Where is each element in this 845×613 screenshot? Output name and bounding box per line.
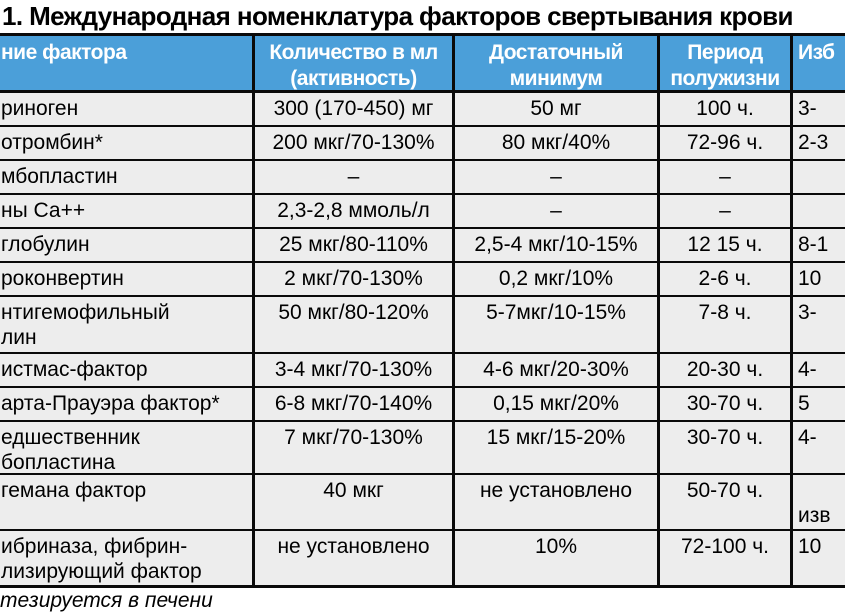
factor-name-cell: гемана фактор <box>0 475 255 531</box>
excess-cell <box>793 195 845 229</box>
header-halflife: Период полужизни <box>660 36 793 93</box>
factor-name-cell: едшественник бопластина <box>0 422 255 475</box>
halflife-cell: 20-30 ч. <box>660 354 793 388</box>
excess-cell: 3- <box>793 297 845 354</box>
table-row: отромбин* 200 мкг/70-130% 80 мкг/40% 72-96 … <box>0 127 845 161</box>
excess-cell: 4- <box>793 422 845 475</box>
table-row: гемана фактор 40 мкг не установлено 50-70 ч… <box>0 475 845 531</box>
amount-cell: 25 мкг/80-110% <box>255 229 455 263</box>
minimum-cell: – <box>455 195 660 229</box>
halflife-cell: 12 15 ч. <box>660 229 793 263</box>
minimum-cell: 0,2 мкг/10% <box>455 263 660 297</box>
minimum-cell: 10% <box>455 531 660 588</box>
table-header-row: ние фактора Количество в мл (активность)… <box>0 36 845 93</box>
halflife-cell: 100 ч. <box>660 93 793 127</box>
table-body: риноген 300 (170-450) мг 50 мг 100 ч. 3- отро… <box>0 93 845 588</box>
amount-cell: 2,3-2,8 ммоль/л <box>255 195 455 229</box>
factor-name-cell: ибриназа, фибрин- лизирующий фактор <box>0 531 255 588</box>
minimum-cell: 15 мкг/15-20% <box>455 422 660 475</box>
amount-cell: 2 мкг/70-130% <box>255 263 455 297</box>
clotting-factors-table: ние фактора Количество в мл (активность)… <box>0 33 845 588</box>
footnote: тезируется в печени <box>0 589 213 612</box>
excess-cell: 5 <box>793 388 845 422</box>
halflife-cell: 2-6 ч. <box>660 263 793 297</box>
table-row: арта-Прауэра фактор* 6-8 мкг/70-140% 0,15 … <box>0 388 845 422</box>
excess-cell: 8-1 <box>793 229 845 263</box>
factor-name-cell: ны Са++ <box>0 195 255 229</box>
table-row: ибриназа, фибрин- лизирующий фактор не ус… <box>0 531 845 588</box>
factor-name-cell: роконвертин <box>0 263 255 297</box>
halflife-cell: 30-70 ч. <box>660 388 793 422</box>
halflife-cell: 7-8 ч. <box>660 297 793 354</box>
minimum-cell: 2,5-4 мкг/10-15% <box>455 229 660 263</box>
factor-name-cell: глобулин <box>0 229 255 263</box>
excess-cell: 3- <box>793 93 845 127</box>
header-factor-name: ние фактора <box>0 36 255 93</box>
header-minimum: Достаточный минимум <box>455 36 660 93</box>
excess-cell: 4- <box>793 354 845 388</box>
amount-cell: 3-4 мкг/70-130% <box>255 354 455 388</box>
halflife-cell: – <box>660 195 793 229</box>
factor-name-cell: риноген <box>0 93 255 127</box>
minimum-cell: – <box>455 161 660 195</box>
amount-cell: 50 мкг/80-120% <box>255 297 455 354</box>
header-excess: Изб <box>793 36 845 93</box>
factor-name-cell: арта-Прауэра фактор* <box>0 388 255 422</box>
table-row: едшественник бопластина 7 мкг/70-130% 15 м… <box>0 422 845 475</box>
minimum-cell: 5-7мкг/10-15% <box>455 297 660 354</box>
amount-cell: 200 мкг/70-130% <box>255 127 455 161</box>
factor-name-cell: истмас-фактор <box>0 354 255 388</box>
excess-cell: 10 <box>793 531 845 588</box>
amount-cell: – <box>255 161 455 195</box>
amount-cell: 300 (170-450) мг <box>255 93 455 127</box>
amount-cell: 7 мкг/70-130% <box>255 422 455 475</box>
table-row: глобулин 25 мкг/80-110% 2,5-4 мкг/10-15% 12… <box>0 229 845 263</box>
halflife-cell: 50-70 ч. <box>660 475 793 531</box>
table-row: риноген 300 (170-450) мг 50 мг 100 ч. 3- <box>0 93 845 127</box>
amount-cell: 6-8 мкг/70-140% <box>255 388 455 422</box>
halflife-cell: 30-70 ч. <box>660 422 793 475</box>
factor-name-cell: мбопластин <box>0 161 255 195</box>
excess-cell <box>793 161 845 195</box>
minimum-cell: не установлено <box>455 475 660 531</box>
table-row: ны Са++ 2,3-2,8 ммоль/л – – <box>0 195 845 229</box>
header-amount: Количество в мл (активность) <box>255 36 455 93</box>
excess-cell: 2-3 <box>793 127 845 161</box>
minimum-cell: 80 мкг/40% <box>455 127 660 161</box>
table-row: истмас-фактор 3-4 мкг/70-130% 4-6 мкг/20-3… <box>0 354 845 388</box>
excess-cell: изв <box>793 475 845 531</box>
excess-cell: 10 <box>793 263 845 297</box>
table-row: нтигемофильный лин 50 мкг/80-120% 5-7мкг/1… <box>0 297 845 354</box>
minimum-cell: 50 мг <box>455 93 660 127</box>
minimum-cell: 4-6 мкг/20-30% <box>455 354 660 388</box>
table-row: мбопластин – – – <box>0 161 845 195</box>
halflife-cell: 72-100 ч. <box>660 531 793 588</box>
table-row: роконвертин 2 мкг/70-130% 0,2 мкг/10% 2-6 ч… <box>0 263 845 297</box>
amount-cell: не установлено <box>255 531 455 588</box>
halflife-cell: 72-96 ч. <box>660 127 793 161</box>
minimum-cell: 0,15 мкг/20% <box>455 388 660 422</box>
halflife-cell: – <box>660 161 793 195</box>
factor-name-cell: нтигемофильный лин <box>0 297 255 354</box>
table-title: 1. Международная номенклатура факторов с… <box>2 1 793 31</box>
factor-name-cell: отромбин* <box>0 127 255 161</box>
amount-cell: 40 мкг <box>255 475 455 531</box>
